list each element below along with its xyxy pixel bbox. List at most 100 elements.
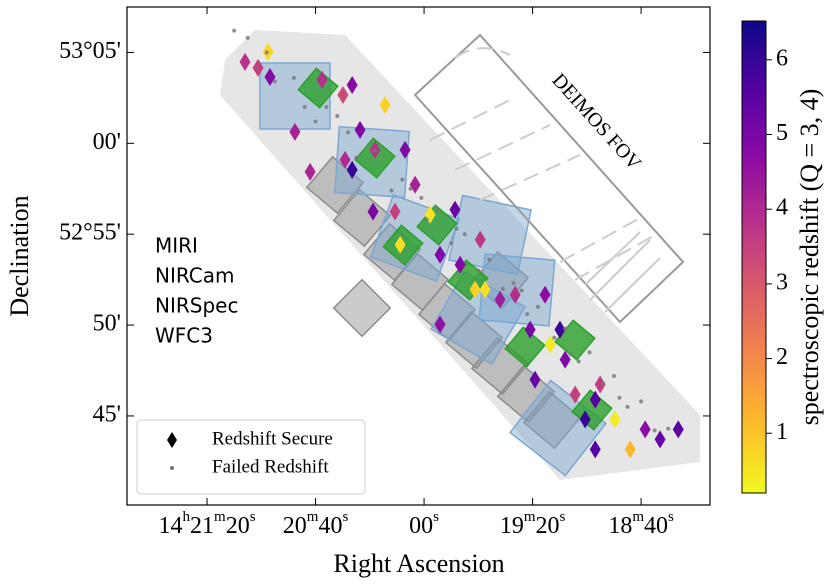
failed-point [424,217,429,222]
colorbar-tick-label: 2 [776,344,788,370]
deimos-label: DEIMOS FOV [548,69,646,175]
redshift-point [639,420,651,439]
redshift-point [389,202,401,221]
failed-point [476,268,481,273]
footprint-legend: MIRI NIRCam NIRSpec WFC3 [155,234,238,348]
failed-point [232,28,237,33]
colorbar-tick-label: 5 [776,120,788,146]
redshift-point [554,320,566,339]
redshift-point [379,95,391,114]
failed-point [435,208,440,213]
redshift-point [569,385,581,404]
redshift-point [524,320,536,339]
redshift-point [239,52,251,71]
legend-marker [167,432,177,448]
failed-point [617,395,622,400]
colorbar-tick-label: 1 [776,419,788,445]
y-tick-label: 45' [93,401,121,427]
y-tick-label: 50' [93,311,121,337]
redshift-point [539,285,551,304]
failed-point [525,312,530,317]
legend-box [136,419,366,495]
data-marks [232,28,684,459]
x-tick-label: 14h21m20s [159,509,256,538]
failed-point [354,155,359,160]
failed-point [666,426,671,431]
failed-point [611,373,616,378]
failed-point [519,288,524,293]
failed-point [346,130,351,135]
colorbar-tick-label: 6 [776,45,788,71]
wfc3-strip [220,30,700,480]
redshift-point [304,162,316,181]
redshift-point [654,430,666,449]
footprint-label: WFC3 [155,324,213,348]
failed-point [313,119,318,124]
redshift-point [474,230,486,249]
redshift-point [509,285,521,304]
legend [136,419,366,495]
failed-point [373,148,378,153]
redshift-point [346,75,358,94]
failed-point [625,404,630,409]
failed-point [500,286,505,291]
failed-point [408,186,413,191]
redshift-point [449,200,461,219]
y-tick-label: 00' [93,129,121,155]
legend-marker [170,466,174,470]
redshift-point [289,122,301,141]
x-tick-label: 20m40s [283,509,349,538]
redshift-point [579,410,591,429]
redshift-point [337,85,349,104]
x-tick-label: 19m20s [500,509,566,538]
y-tick-label: 52°55' [59,220,121,246]
x-tick-label: 18m40s [608,509,674,538]
failed-point [324,104,329,109]
redshift-point [529,370,541,389]
redshift-point [367,202,379,221]
failed-point [302,104,307,109]
redshift-point [264,67,276,86]
failed-point [245,35,250,40]
sky-footprints: DEIMOS FOV [220,30,700,480]
x-tick-label: 00s [409,509,439,538]
failed-point [576,359,581,364]
redshift-point [544,335,556,354]
failed-point [419,195,424,200]
redshift-point [399,140,411,159]
redshift-point [589,440,601,459]
redshift-point [434,245,446,264]
redshift-point [609,410,621,429]
failed-point [652,428,657,433]
colorbar-label: spectroscopic redshift (Q = 3, 4) [795,89,824,426]
redshift-point [479,280,491,299]
failed-point [449,241,454,246]
footprint-label: NIRSpec [155,294,238,318]
legend-label: Redshift Secure [212,428,333,449]
failed-point [601,381,606,386]
y-axis-label: Declination [5,195,34,316]
redshift-point [672,420,684,439]
redshift-point [469,280,481,299]
redshift-point [589,390,601,409]
failed-point [552,335,557,340]
colorbar-tick-label: 3 [776,269,788,295]
redshift-point [394,235,406,254]
failed-point [335,114,340,119]
failed-point [568,352,573,357]
failed-point [587,350,592,355]
colorbar [741,20,767,494]
y-tick-label: 53°05' [59,38,121,64]
redshift-point [434,315,446,334]
redshift-point [624,440,636,459]
failed-point [639,399,644,404]
redshift-point [252,58,264,77]
failed-point [536,304,541,309]
redshift-point [339,150,351,169]
redshift-point [346,160,358,179]
legend-label: Failed Redshift [212,456,329,477]
plot-frame [126,6,711,506]
x-axis-label: Right Ascension [333,549,504,578]
failed-point [454,226,459,231]
